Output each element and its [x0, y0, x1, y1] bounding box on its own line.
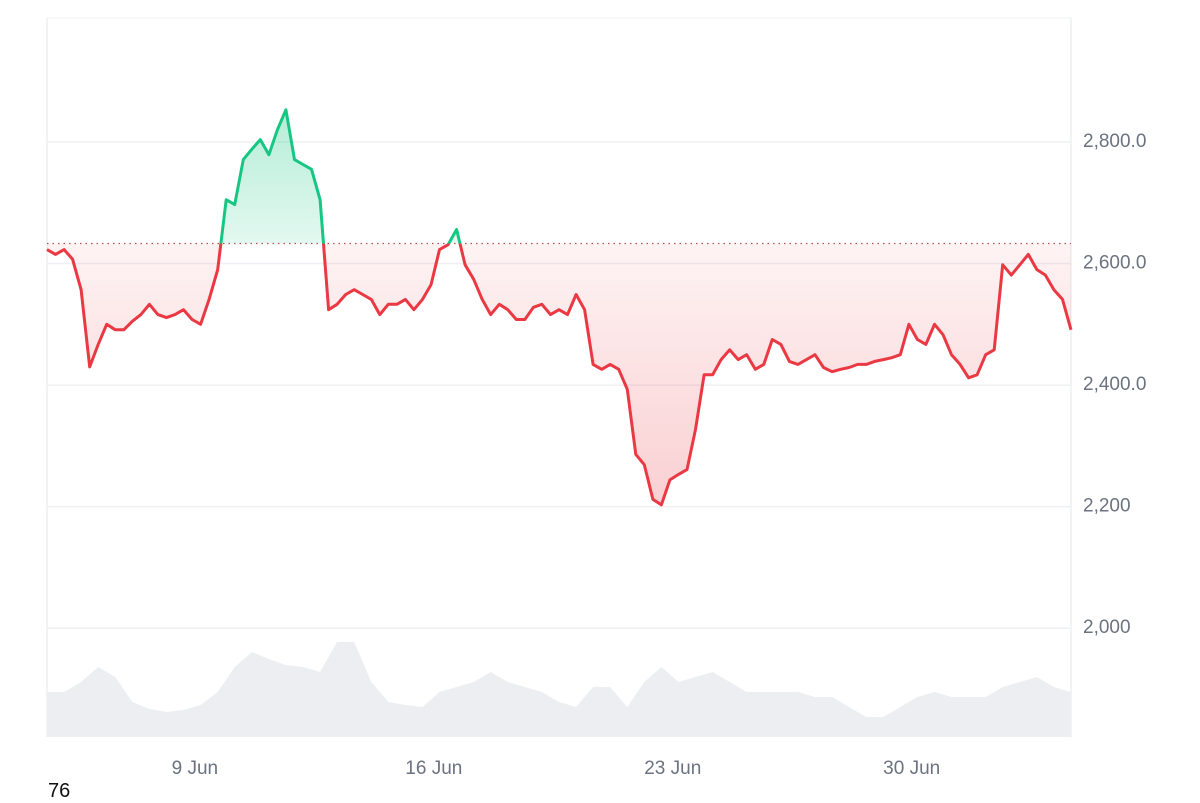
price-line-down	[46, 243, 1073, 507]
area-up	[47, 109, 1071, 244]
x-tick-label: 30 Jun	[883, 758, 940, 779]
y-tick-label: 2,200	[1083, 496, 1131, 517]
y-tick-label: 2,000	[1083, 617, 1131, 638]
volume-area	[47, 642, 1071, 737]
area-down	[47, 243, 1071, 505]
y-tick-label: 2,400.0	[1083, 374, 1146, 395]
x-tick-label: 16 Jun	[405, 758, 462, 779]
footer-text: 76	[48, 780, 71, 802]
y-tick-label: 2,800.0	[1083, 131, 1146, 152]
x-tick-label: 23 Jun	[644, 758, 701, 779]
y-tick-label: 2,600.0	[1083, 253, 1146, 274]
x-tick-label: 9 Jun	[172, 758, 218, 779]
